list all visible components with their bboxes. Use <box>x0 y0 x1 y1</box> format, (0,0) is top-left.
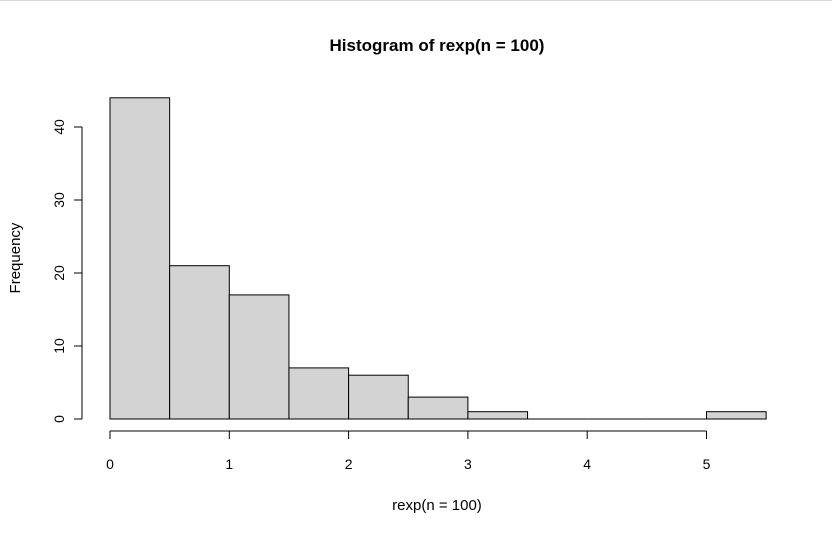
y-axis: 0 10 20 30 40 <box>51 119 83 423</box>
y-tick-label: 30 <box>51 192 67 208</box>
x-tick-label: 2 <box>345 456 353 472</box>
histogram-bar <box>407 396 469 420</box>
histogram-bar <box>288 367 350 420</box>
bars-layer <box>109 97 767 420</box>
histogram-bar <box>228 294 290 420</box>
y-tick-label: 20 <box>51 265 67 281</box>
histogram-bar <box>706 411 767 420</box>
histogram-bar <box>467 411 529 420</box>
x-tick-label: 5 <box>703 456 711 472</box>
x-tick-label: 1 <box>225 456 233 472</box>
histogram-bar <box>109 97 171 420</box>
y-axis-label: Frequency <box>7 222 24 293</box>
y-tick-label: 10 <box>51 338 67 354</box>
histogram-bar <box>169 265 230 420</box>
x-axis-label: rexp(n = 100) <box>392 497 482 514</box>
histogram-bar <box>348 374 409 420</box>
x-axis: 0 1 2 3 4 5 <box>106 430 711 472</box>
x-tick-label: 3 <box>464 456 472 472</box>
y-tick-label: 40 <box>51 119 67 135</box>
top-divider <box>0 0 832 1</box>
x-tick-label: 0 <box>106 456 114 472</box>
chart-title: Histogram of rexp(n = 100) <box>330 36 545 55</box>
x-tick-label: 4 <box>583 456 591 472</box>
y-tick-label: 0 <box>51 415 67 423</box>
